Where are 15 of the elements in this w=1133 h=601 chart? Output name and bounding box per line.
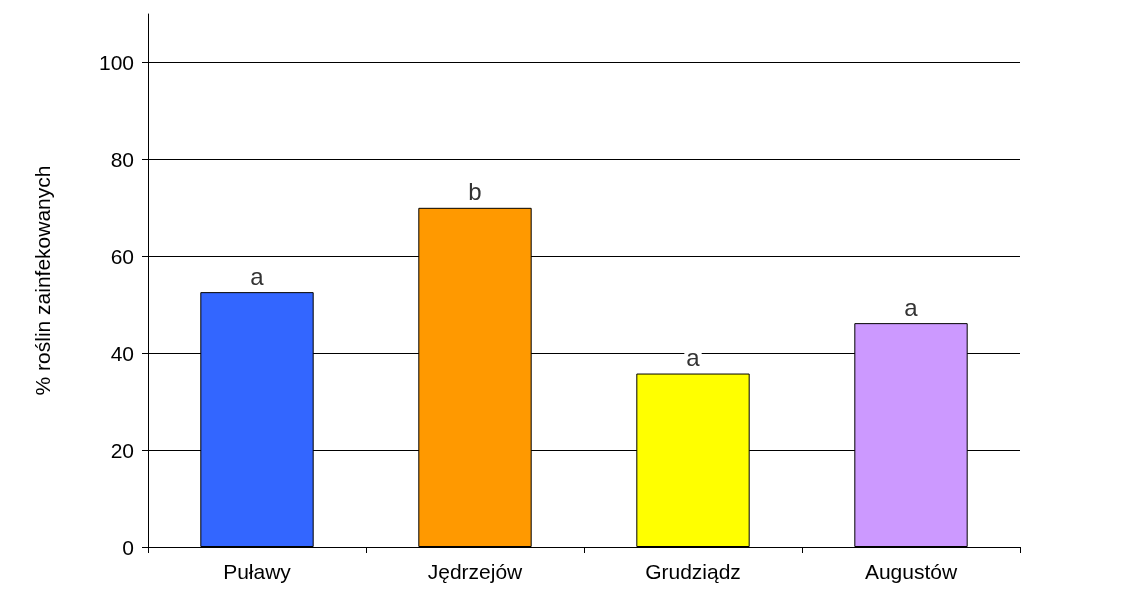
x-tick-label: Puławy bbox=[223, 560, 292, 583]
annotation: b bbox=[468, 178, 482, 206]
y-tick-label: 0 bbox=[122, 535, 134, 559]
x-tick-label: Jędrzejów bbox=[427, 560, 524, 583]
y-tick-label: 100 bbox=[98, 50, 134, 74]
x-tick-label: Grudziądz bbox=[645, 560, 741, 583]
y-tick-label: 60 bbox=[110, 244, 134, 268]
y-tick-label: 80 bbox=[110, 147, 134, 171]
y-tick-label: 40 bbox=[110, 341, 134, 365]
y-tick-label: 20 bbox=[110, 438, 134, 462]
annotation: a bbox=[686, 344, 701, 372]
x-tick-label: Augustów bbox=[864, 560, 958, 583]
annotation: a bbox=[904, 293, 919, 321]
y-axis-title: % roślin zainfekowanych bbox=[31, 165, 54, 396]
annotation: a bbox=[250, 262, 265, 290]
